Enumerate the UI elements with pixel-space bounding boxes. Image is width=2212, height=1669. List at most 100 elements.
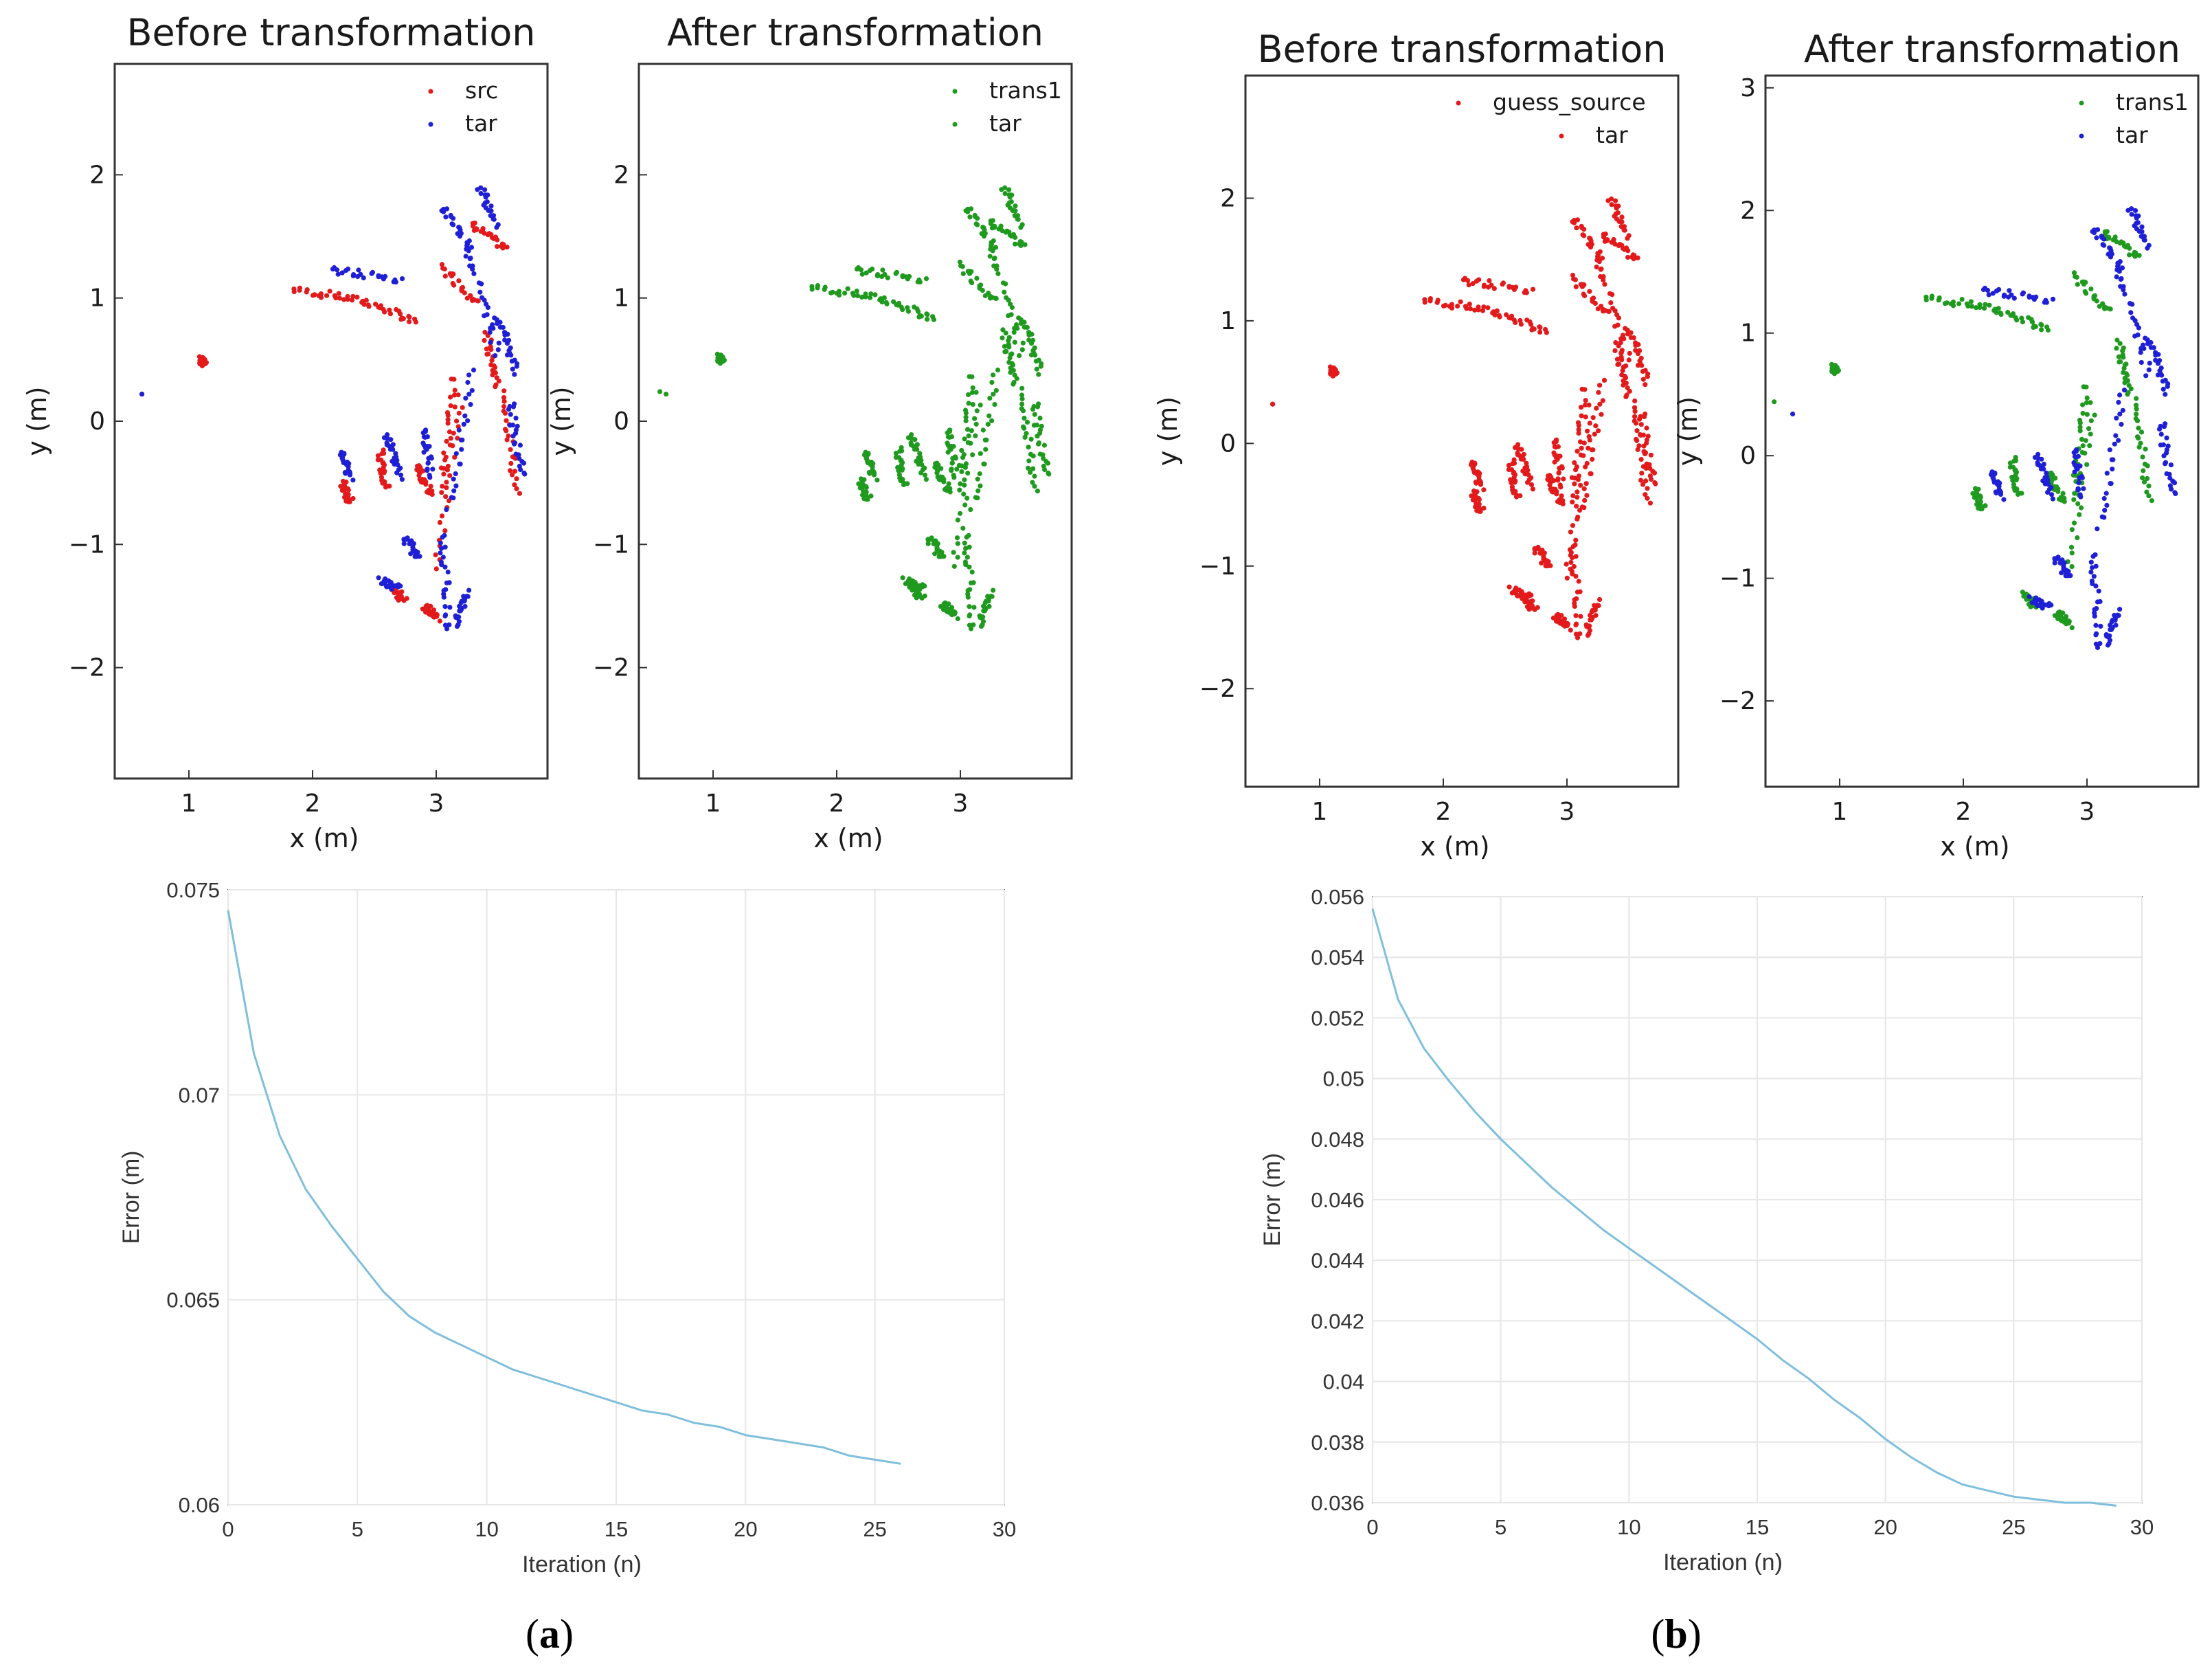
data-point (970, 402, 975, 407)
data-point (978, 402, 983, 408)
data-point (1028, 341, 1035, 346)
data-point (508, 447, 513, 452)
data-point (867, 268, 873, 273)
data-point (1535, 605, 1540, 610)
data-point (1033, 359, 1039, 364)
data-point (2094, 235, 2099, 240)
data-point (991, 392, 996, 397)
data-point (1950, 303, 1956, 309)
y-tick-label: 0.04 (1323, 1370, 1364, 1394)
data-point (427, 475, 433, 480)
data-point (891, 299, 896, 304)
data-point (404, 596, 409, 601)
data-point (963, 546, 969, 551)
data-point (964, 495, 970, 501)
data-point (1035, 489, 1040, 494)
data-point (2075, 453, 2081, 459)
data-point (1610, 292, 1615, 298)
data-point (2118, 359, 2123, 365)
data-point (868, 493, 874, 499)
data-point (1598, 273, 1603, 280)
data-point (2005, 309, 2011, 315)
data-point (2142, 479, 2147, 485)
x-axis-label: Iteration (n) (522, 1552, 642, 1578)
data-point (1573, 537, 1579, 543)
data-point (970, 385, 975, 391)
data-point (2106, 641, 2112, 647)
data-point (830, 289, 835, 295)
data-point (445, 463, 451, 469)
data-point (1578, 482, 1583, 488)
data-point (470, 296, 475, 302)
data-point (1640, 368, 1645, 374)
data-point (1582, 387, 1588, 392)
data-point (501, 404, 507, 410)
data-point (1573, 284, 1579, 289)
data-point (327, 289, 332, 294)
data-point (447, 473, 453, 478)
data-point (478, 191, 484, 197)
data-point (949, 460, 955, 466)
data-point (1581, 227, 1587, 232)
data-point (1583, 398, 1588, 403)
data-point (1481, 487, 1487, 493)
data-point (1581, 486, 1587, 491)
data-point (1588, 245, 1594, 250)
data-point (2076, 480, 2081, 486)
data-point (992, 402, 997, 407)
data-point (338, 484, 343, 489)
data-point (855, 265, 861, 271)
data-point (1037, 415, 1043, 421)
data-point (987, 254, 993, 259)
data-point (1929, 293, 1934, 299)
data-point (442, 457, 448, 463)
data-point (2108, 306, 2113, 312)
data-point (1547, 473, 1553, 478)
data-point (1620, 368, 1625, 374)
data-point (346, 496, 352, 502)
data-point (2077, 428, 2083, 434)
x-tick-label: 5 (352, 1517, 363, 1541)
y-tick-label: 0.065 (166, 1288, 220, 1312)
data-point (854, 289, 859, 294)
y-tick-label: −2 (1199, 675, 1236, 703)
data-point (1526, 592, 1532, 598)
data-point (717, 361, 723, 366)
data-point (447, 429, 453, 435)
x-tick-label: 10 (475, 1517, 498, 1541)
data-point (1595, 252, 1601, 258)
data-point (2039, 327, 2044, 333)
data-point (972, 416, 978, 421)
data-point (350, 272, 357, 278)
data-point (1651, 470, 1658, 475)
data-point (485, 304, 491, 311)
data-point (1594, 405, 1599, 411)
data-point (1009, 304, 1015, 311)
data-point (332, 293, 337, 298)
data-point (1623, 394, 1629, 400)
data-point (381, 435, 387, 440)
data-point (2146, 493, 2152, 499)
data-point (1513, 494, 1520, 500)
data-point (493, 353, 498, 359)
data-point (842, 291, 848, 296)
data-point (938, 466, 944, 471)
data-point (866, 451, 871, 456)
data-point (488, 362, 494, 368)
data-point (925, 541, 931, 546)
data-point (1625, 331, 1631, 337)
data-point (440, 265, 446, 271)
data-point (399, 477, 405, 482)
data-point (2136, 436, 2141, 441)
data-point (1046, 470, 1051, 476)
y-tick-label: −1 (593, 530, 629, 559)
data-point (1583, 414, 1588, 420)
y-tick-label: 0.052 (1311, 1006, 1364, 1030)
data-point (913, 586, 918, 592)
data-point (512, 482, 517, 488)
data-point (1575, 495, 1580, 500)
data-point (2015, 491, 2021, 497)
data-point (962, 477, 967, 482)
data-point (379, 451, 385, 457)
